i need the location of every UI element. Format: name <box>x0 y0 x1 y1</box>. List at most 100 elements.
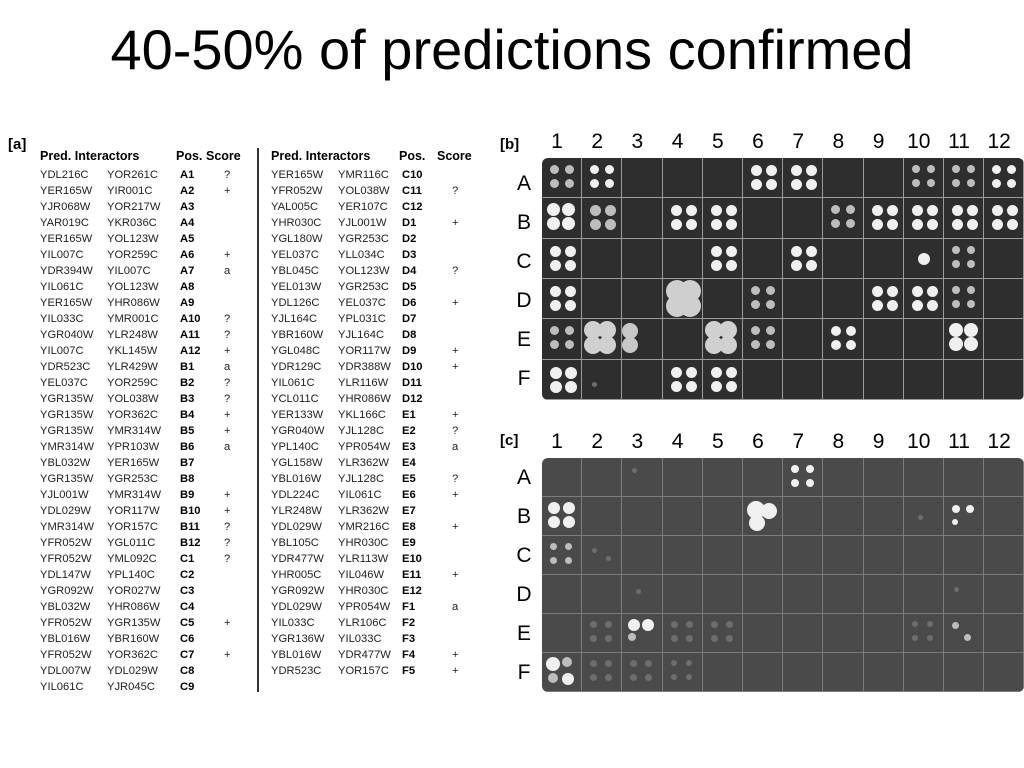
yeast-colony <box>670 380 682 392</box>
interactor-a: YBL016W <box>271 473 322 485</box>
table-row: YDR477W YLR113W E10 <box>271 553 471 569</box>
position-cell: A11 <box>180 329 200 341</box>
interactor-a: YDL029W <box>40 505 91 517</box>
yeast-colony <box>562 657 572 667</box>
table-row: YHR005C YIL046W E11 + <box>271 569 471 585</box>
yeast-colony <box>1007 219 1019 231</box>
yeast-colony <box>550 380 562 393</box>
plate-well <box>542 319 583 360</box>
position-cell: E5 <box>402 473 416 485</box>
yeast-colony <box>952 165 960 173</box>
yeast-colony <box>831 219 841 229</box>
table-row: YDL007W YDL029W C8 <box>40 665 240 681</box>
plate-well <box>783 458 824 497</box>
interactor-b: YDR477W <box>338 649 391 661</box>
score-cell: + <box>452 217 459 229</box>
score-cell: + <box>224 409 231 421</box>
table-row: YIL033C YLR106C F2 <box>271 617 471 633</box>
plate-well <box>702 575 743 614</box>
interactor-b: YOR027W <box>107 585 161 597</box>
plate-well <box>702 614 743 653</box>
interactor-a: YBL016W <box>40 633 91 645</box>
yeast-colony <box>670 635 678 642</box>
table-row: YGR135W YMR314W B5 + <box>40 425 240 441</box>
score-cell: a <box>452 441 459 453</box>
yeast-colony <box>949 323 963 338</box>
plate-well <box>783 536 824 575</box>
plate-column-label: 12 <box>987 430 1011 453</box>
interactor-b: YPL140C <box>107 569 155 581</box>
yeast-colony <box>749 515 765 531</box>
position-cell: D3 <box>402 249 417 261</box>
plate-column-label: 11 <box>948 430 970 453</box>
interactor-b: YPL031C <box>338 313 386 325</box>
plate-well <box>903 653 944 692</box>
plate-well <box>622 158 663 199</box>
score-cell: ? <box>224 329 231 341</box>
score-cell: ? <box>224 537 231 549</box>
yeast-colony <box>645 674 653 681</box>
plate-well <box>783 575 824 614</box>
score-cell: a <box>224 361 231 373</box>
interactor-b: YGL011C <box>107 537 156 549</box>
table-row: YDL126C YEL037C D6 + <box>271 297 471 313</box>
plate-column-label: 1 <box>551 130 563 153</box>
score-cell: + <box>224 489 231 501</box>
table-row: YGR092W YOR027W C3 <box>40 585 240 601</box>
table-row: YGL048C YOR117W D9 + <box>271 345 471 361</box>
plate-well <box>622 359 663 400</box>
yeast-colony <box>751 285 760 295</box>
score-cell: ? <box>452 265 459 277</box>
interactor-a: YGR040W <box>271 425 325 437</box>
plate-well <box>542 278 583 320</box>
table-row: YDL216C YOR261C A1? <box>40 169 240 185</box>
yeast-colony <box>685 205 697 217</box>
yeast-colony <box>630 660 638 667</box>
interactor-a: YGL158W <box>271 457 323 469</box>
yeast-colony <box>952 622 959 629</box>
position-cell: F1 <box>402 601 416 613</box>
score-cell: + <box>224 249 231 261</box>
plate-well <box>662 278 703 320</box>
plate-well <box>662 614 703 653</box>
interactor-a: YDL216C <box>40 169 89 181</box>
plate-well <box>582 497 623 536</box>
yeast-colony <box>952 519 958 525</box>
header-interactors: Pred. Interactors <box>40 149 140 163</box>
plate-well <box>783 198 824 239</box>
interactor-a: YDR523C <box>271 665 322 677</box>
position-cell: D5 <box>402 281 417 293</box>
plate-well <box>542 158 583 199</box>
interactor-a: YDL147W <box>40 569 91 581</box>
interactor-b: YMR314W <box>107 425 162 437</box>
interactor-a: YHR030C <box>271 217 322 229</box>
plate-well <box>783 319 824 360</box>
table-row: YBL016W YJL128C E5? <box>271 473 471 489</box>
position-cell: A7 <box>180 265 195 277</box>
plate-column-label: 5 <box>711 430 724 453</box>
interactor-b: YLR362W <box>338 505 389 517</box>
plate-well <box>903 497 944 536</box>
table-row: YFR052W YOL038W C11? <box>271 185 471 201</box>
plate-well <box>863 614 904 653</box>
yeast-colony <box>791 179 803 190</box>
plate-well <box>582 575 623 614</box>
plate-well <box>542 536 583 575</box>
yeast-colony <box>751 165 762 176</box>
yeast-colony <box>565 165 574 174</box>
plate-well <box>903 458 944 497</box>
plate-well <box>823 536 864 575</box>
yeast-colony <box>967 179 975 187</box>
yeast-colony <box>992 179 1002 188</box>
plate-column-label: 4 <box>671 130 684 153</box>
position-cell: A2 <box>180 185 195 197</box>
score-cell: ? <box>224 553 231 565</box>
yeast-colony <box>725 621 733 628</box>
table-row: YIL007C YKL145W A12 + <box>40 345 240 361</box>
plate-well <box>743 614 784 653</box>
interactor-a: YDR129C <box>271 361 322 373</box>
yeast-colony <box>791 465 800 473</box>
interactor-a: YBL105C <box>271 537 319 549</box>
table-row: YGL180W YGR253C D2 <box>271 233 471 249</box>
